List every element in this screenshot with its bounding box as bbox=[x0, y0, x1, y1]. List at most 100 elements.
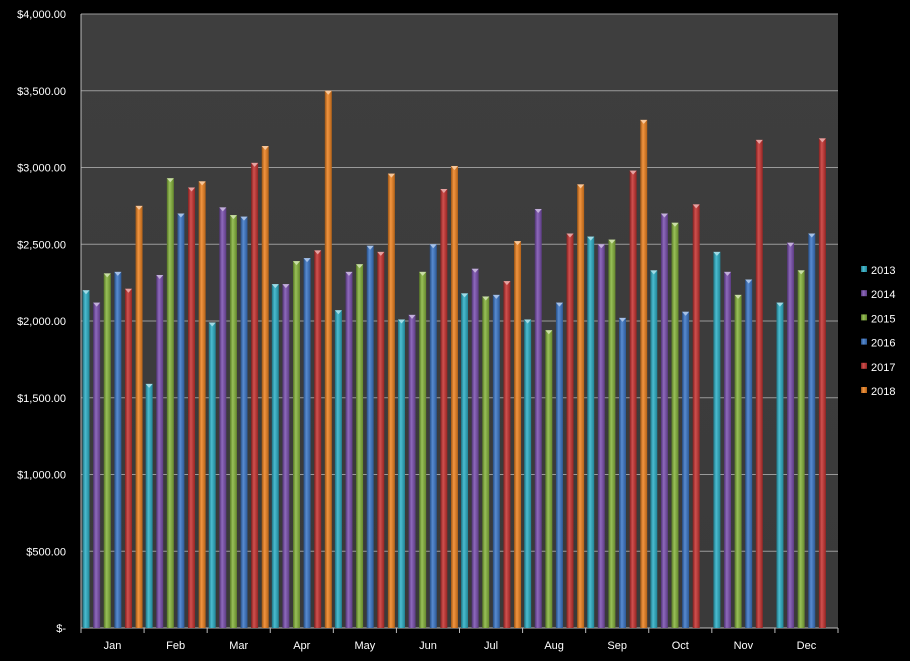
x-tick-label: Feb bbox=[166, 640, 185, 652]
bar-cap bbox=[450, 165, 458, 170]
bar-2017-sep bbox=[629, 170, 637, 628]
x-tick-label: May bbox=[354, 640, 375, 652]
bar-2015-aug bbox=[545, 330, 553, 628]
bar-cap bbox=[114, 271, 122, 276]
bar-cap bbox=[93, 302, 101, 307]
y-tick-label: $3,500.00 bbox=[17, 86, 66, 98]
bar-2013-mar bbox=[208, 322, 216, 628]
bar-cap bbox=[314, 250, 322, 255]
bar-2015-apr bbox=[292, 261, 300, 628]
bar-cap bbox=[177, 213, 185, 218]
bar-2014-sep bbox=[597, 244, 605, 628]
bar-2016-aug bbox=[555, 302, 563, 628]
bar-2017-jul bbox=[503, 281, 511, 628]
bar-cap bbox=[671, 222, 679, 227]
bar-cap bbox=[818, 138, 826, 143]
bar-cap bbox=[787, 242, 795, 247]
bar-cap bbox=[156, 274, 164, 279]
bar-cap bbox=[545, 330, 553, 335]
bar-2015-jan bbox=[103, 273, 111, 628]
bar-cap bbox=[334, 310, 342, 315]
bar-2013-may bbox=[334, 310, 342, 628]
bar-2015-sep bbox=[608, 239, 616, 628]
x-tick-label: Jan bbox=[104, 640, 122, 652]
bar-2018-may bbox=[387, 173, 395, 628]
bar-2016-jun bbox=[429, 244, 437, 628]
bar-cap bbox=[660, 213, 668, 218]
bar-2014-feb bbox=[156, 274, 164, 628]
bar-cap bbox=[345, 271, 353, 276]
y-tick-label: $1,500.00 bbox=[17, 393, 66, 405]
bar-cap bbox=[292, 261, 300, 266]
x-tick-label: Jul bbox=[484, 640, 498, 652]
bar-2016-jan bbox=[114, 271, 122, 628]
bar-2018-apr bbox=[324, 90, 332, 628]
bar-2013-aug bbox=[524, 319, 532, 628]
bar-cap bbox=[713, 251, 721, 256]
bar-2018-sep bbox=[640, 119, 648, 628]
bar-cap bbox=[682, 311, 690, 316]
bar-cap bbox=[534, 208, 542, 213]
bar-2018-mar bbox=[261, 146, 269, 628]
bar-2013-jan bbox=[82, 290, 90, 628]
bar-cap bbox=[776, 302, 784, 307]
legend-swatch-2013 bbox=[861, 266, 867, 272]
bar-cap bbox=[492, 294, 500, 299]
bar-2014-apr bbox=[282, 284, 290, 628]
bar-2017-jan bbox=[124, 288, 132, 628]
bar-cap bbox=[408, 314, 416, 319]
bar-2017-dec bbox=[818, 138, 826, 628]
y-tick-label: $1,000.00 bbox=[17, 470, 66, 482]
bar-cap bbox=[145, 383, 153, 388]
bar-cap bbox=[124, 288, 132, 293]
y-tick-label: $2,000.00 bbox=[17, 316, 66, 328]
x-tick-label: Oct bbox=[672, 640, 689, 652]
bar-2015-nov bbox=[734, 294, 742, 628]
bar-cap bbox=[755, 139, 763, 144]
bar-2014-jul bbox=[471, 268, 479, 628]
bar-2013-apr bbox=[271, 284, 279, 628]
bar-cap bbox=[461, 293, 469, 298]
bar-2015-mar bbox=[229, 215, 237, 628]
bar-cap bbox=[745, 279, 753, 284]
bar-cap bbox=[366, 245, 374, 250]
bar-2014-oct bbox=[660, 213, 668, 629]
bar-cap bbox=[482, 296, 490, 301]
bar-2018-aug bbox=[577, 184, 585, 628]
bar-cap bbox=[650, 270, 658, 275]
bar-cap bbox=[419, 271, 427, 276]
bar-cap bbox=[397, 319, 405, 324]
bar-cap bbox=[808, 233, 816, 238]
bar-cap bbox=[797, 270, 805, 275]
bar-cap bbox=[356, 264, 364, 269]
bar-2013-jun bbox=[397, 319, 405, 628]
bar-2014-aug bbox=[534, 208, 542, 628]
y-tick-label: $3,000.00 bbox=[17, 163, 66, 175]
bar-2017-mar bbox=[251, 162, 259, 628]
bar-2014-jun bbox=[408, 314, 416, 628]
bar-2015-dec bbox=[797, 270, 805, 628]
bar-2016-sep bbox=[619, 317, 627, 628]
bar-cap bbox=[188, 187, 196, 192]
bar-2013-sep bbox=[587, 236, 595, 628]
bar-2016-oct bbox=[682, 311, 690, 628]
bar-2017-aug bbox=[566, 233, 574, 628]
bar-cap bbox=[303, 258, 311, 263]
x-tick-label: Dec bbox=[797, 640, 817, 652]
bar-2017-jun bbox=[440, 188, 448, 629]
bar-cap bbox=[429, 244, 437, 249]
bar-2016-may bbox=[366, 245, 374, 628]
bar-2015-jul bbox=[482, 296, 490, 628]
legend-swatch-2017 bbox=[861, 362, 867, 369]
bar-2013-dec bbox=[776, 302, 784, 628]
bar-cap bbox=[377, 251, 385, 256]
bar-cap bbox=[240, 216, 248, 221]
bar-2016-nov bbox=[745, 279, 753, 628]
bar-2018-jan bbox=[135, 205, 143, 628]
bar-cap bbox=[608, 239, 616, 244]
bar-2017-may bbox=[377, 251, 385, 629]
bar-2017-apr bbox=[314, 250, 322, 628]
legend-swatch-2018 bbox=[861, 387, 867, 393]
y-tick-label: $- bbox=[56, 623, 66, 635]
